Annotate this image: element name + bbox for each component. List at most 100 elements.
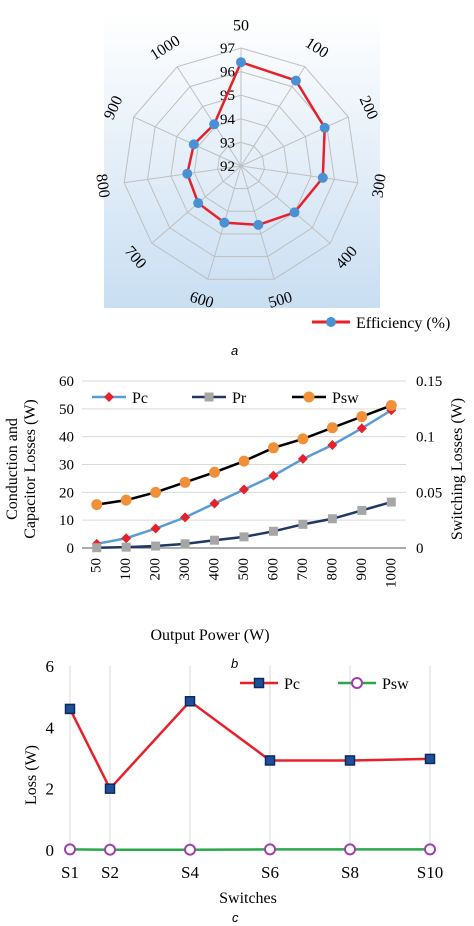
panel-b-xtick: 900 <box>354 558 370 581</box>
panel-b-y2tick: 0.1 <box>416 430 435 446</box>
panel-c-label: c <box>232 910 239 925</box>
panel-b-ylabel-line1: Conduction and <box>4 418 21 520</box>
panel-b-xtick: 500 <box>236 558 252 581</box>
panel-b-legend-label: Pr <box>232 390 247 407</box>
panel-c-point-psw <box>184 843 196 856</box>
radar-point <box>236 57 246 68</box>
radar-point <box>209 119 220 130</box>
radar-legend-marker <box>326 317 336 327</box>
panel-c-point-pc <box>64 703 76 715</box>
radar-tick-label: 97 <box>220 41 236 57</box>
radar-grid-ring <box>170 94 312 235</box>
panel-b-legend-marker <box>104 392 114 402</box>
panel-b-point-pr <box>121 542 131 552</box>
panel-b-legend: Pc Pr Psw <box>92 390 359 407</box>
panel-b-xtick: 100 <box>118 558 134 581</box>
panel-c-legend-label: Psw <box>382 676 409 693</box>
panel-b-legend-label: Pc <box>132 390 148 407</box>
panel-b-point-psw <box>238 455 250 467</box>
panel-c-xtick: S6 <box>261 863 279 882</box>
panel-b-point-pr <box>298 519 308 529</box>
panel-b-point-psw <box>120 494 132 506</box>
panel-b-point-psw <box>385 399 397 411</box>
panel-b-point-psw <box>179 476 191 488</box>
radar-tick-label: 92 <box>220 159 235 175</box>
panel-c-ytick: 6 <box>46 657 55 676</box>
panel-b-ytick: 60 <box>59 374 74 390</box>
panel-c-point-psw <box>104 843 116 856</box>
panel-b-point-psw <box>209 466 221 478</box>
radar-point <box>317 172 328 183</box>
panel-b-legend-label: Psw <box>332 390 359 407</box>
radar-grid-ring <box>123 47 359 280</box>
panel-b-xlabel: Output Power (W) <box>150 627 269 644</box>
radar-grid-ring <box>217 141 265 190</box>
panel-b-y2label: Switching Losses (W) <box>449 398 466 540</box>
panel-b-ytick: 20 <box>59 485 74 501</box>
panel-b-xtick: 700 <box>295 558 311 581</box>
panel-b-xtick: 300 <box>177 558 193 581</box>
panel-b-point-psw <box>356 411 368 423</box>
panel-b-line-pc <box>96 409 392 546</box>
radar-spoke <box>240 116 349 167</box>
radar-point <box>219 217 230 228</box>
panel-c-point-psw <box>344 843 356 856</box>
panel-c-xtick: S2 <box>101 863 119 882</box>
radar-legend-label: Efficiency (%) <box>356 315 450 332</box>
panel-b-xtick: 1000 <box>383 558 399 588</box>
panel-c-xlabel: Switches <box>219 890 277 907</box>
panel-b-point-pc <box>268 470 279 481</box>
panel-b-point-psw <box>326 422 338 434</box>
radar-spoke <box>240 165 358 184</box>
panel-c-point-psw <box>64 843 76 856</box>
panel-c-point-psw <box>264 843 276 856</box>
panel-b-ytick: 30 <box>59 458 74 474</box>
panel-b-point-pr <box>357 505 367 515</box>
radar-point <box>253 219 264 230</box>
panel-b-xtick: 400 <box>207 558 223 581</box>
panel-b-ytick: 50 <box>59 402 74 418</box>
panel-b-xtick: 800 <box>324 558 340 581</box>
panel-b-label: b <box>231 656 238 671</box>
panel-c-xtick: S10 <box>417 863 443 882</box>
radar-category-label: 50 <box>233 18 249 35</box>
panel-b-point-pr <box>239 532 249 542</box>
panel-b-ytick: 10 <box>59 513 74 529</box>
panel-b-y2tick: 0.05 <box>416 485 442 501</box>
panel-b-point-pc <box>121 533 132 544</box>
radar-point <box>182 168 193 179</box>
panel-c-legend-marker <box>253 677 265 689</box>
switch-loss-chart: 0 2 4 6 S1 S2 S4 S6 S8 S10 Pc Psw Switches Loss (W… <box>23 657 443 925</box>
panel-b-point-pc <box>150 523 161 534</box>
panel-c-ylabel: Loss (W) <box>23 745 40 805</box>
radar-category-label: 300 <box>369 173 389 199</box>
radar-spoke <box>176 66 242 167</box>
radar-point <box>319 122 330 133</box>
panel-b-ytick: 40 <box>59 430 74 446</box>
radar-point <box>289 207 300 218</box>
radar-spoke <box>133 116 242 167</box>
panel-b-point-pr <box>210 535 220 545</box>
panel-b-point-pc <box>327 440 338 451</box>
radar-tick-label: 96 <box>220 65 236 81</box>
panel-c-point-pc <box>344 755 356 766</box>
panel-c-legend-marker <box>351 677 363 689</box>
panel-b-legend-marker <box>204 392 214 402</box>
panel-b-point-pr <box>180 539 190 549</box>
panel-b-point-psw <box>297 433 309 445</box>
panel-b-point-pc <box>356 423 367 434</box>
radar-category-label: 500 <box>266 289 294 312</box>
panel-a-label: a <box>231 343 238 358</box>
panel-b-point-pc <box>209 498 220 509</box>
panel-b-xtick: 200 <box>148 558 164 581</box>
panel-c-point-pc <box>104 783 116 794</box>
panel-b-y2tick: 0 <box>416 541 424 557</box>
panel-b-point-pc <box>180 512 191 523</box>
radar-grid-ring <box>193 118 289 212</box>
panel-c-point-pc <box>424 753 436 765</box>
panel-c-xtick: S8 <box>341 863 359 882</box>
radar-point <box>193 198 204 209</box>
